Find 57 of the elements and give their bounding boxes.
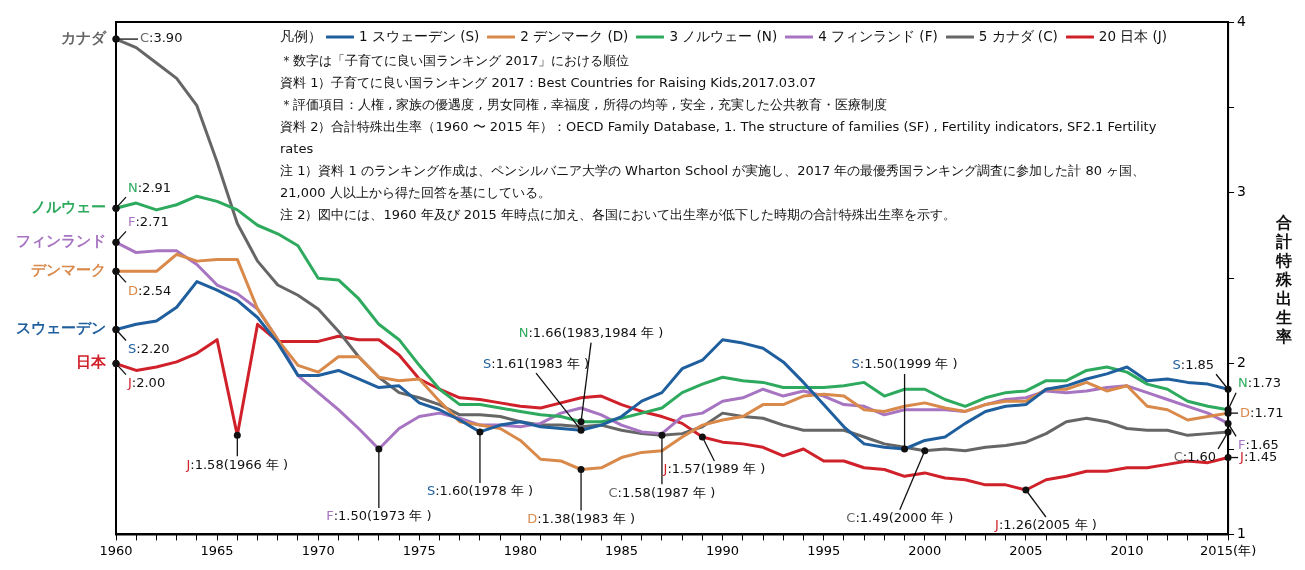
annotation: N:1.66(1983,1984 年 ) [518,325,664,341]
annotation: F:1.50(1973 年 ) [326,508,432,524]
annotation: 資料 2）合計特殊出生率（1960 〜 2015 年）：OECD Family Database, 1. The structure of families (SF) , Fertility indicators, SF2.1 Fertility rates [280,118,1158,158]
legend-label: 1 スウェーデン (S) [359,28,480,46]
annotation: ＊評価項目：人権 , 家族の優遇度 , 男女同権 , 幸福度 , 所得の均等 , 安全 , 充実した公共教育・医療制度 [280,96,889,114]
annotation: S:1.61(1983 年 ) [483,355,590,371]
y-tick-label: 4 [1237,12,1247,29]
x-tick-label: 1995 [807,542,841,558]
annotation: 日本 [76,353,107,372]
x-tick-label: 2015(年) [1199,542,1257,558]
annotation: S:1.60(1978 年 ) [426,483,533,499]
annotation: F:2.71 [128,213,169,229]
annotation: S:1.50(1999 年 ) [851,356,958,372]
annotation: デンマーク [31,261,106,280]
x-tick-label: 1970 [301,542,335,558]
annotation: N:2.91 [128,179,172,195]
x-tick-label: 1980 [503,542,537,558]
legend-label: 20 日本 (J) [1098,28,1168,46]
annotation: ＊数字は「子育てに良い国ランキング 2017」における順位 [280,52,631,70]
y-tick-label: 2 [1237,354,1247,371]
legend-label: 4 フィンランド (F) [818,28,938,46]
x-tick-label: 2010 [1110,542,1144,558]
annotation: スウェーデン [16,319,106,338]
annotation: D:2.54 [128,282,172,298]
x-tick-label: 1990 [706,542,740,558]
annotation: 資料 1）子育てに良い国ランキング 2017：Best Countries for Raising Kids,2017.03.07 [280,74,818,92]
x-tick-label: 1985 [604,542,639,558]
annotation: C:1.58(1987 年 ) [608,484,716,500]
x-tick-label: 1960 [99,542,133,558]
annotation: ノルウェー [31,198,106,217]
annotation: J:2.00 [127,374,166,390]
annotation: C:1.60 [1173,449,1217,465]
annotation: S:1.85 [1172,356,1215,372]
annotation: C:1.49(2000 年 ) [846,510,954,526]
annotation: 注 2）図中には、1960 年及び 2015 年時点に加え、各国において出生率が低下した時期の合計特殊出生率を示す。 [280,206,957,224]
annotation: S:2.20 [128,340,170,356]
annotation: フィンランド [16,232,106,251]
annotation: D:1.71 [1240,404,1284,420]
annotation: J:1.58(1966 年 ) [185,456,289,472]
annotation: カナダ [61,28,107,47]
annotation: C:3.90 [140,30,183,46]
x-tick-label: 1965 [200,542,234,558]
legend-label: 5 カナダ (C) [978,28,1058,46]
annotation: J:1.26(2005 年 ) [994,517,1097,533]
y-tick-label: 3 [1237,183,1247,200]
legend-label: 3 ノルウェー (N) [669,28,778,46]
legend-title: 凡例） [280,28,322,46]
annotation: 注 1）資料 1 のランキング作成は、ペンシルバニア大学の Wharton School が実施し、2017 年の最優秀国ランキング調査に参加した計 80 ヶ国、21,000 人以上から得た回答を基にしている。 [280,162,1147,202]
legend-label: 2 デンマーク (D) [520,28,629,46]
x-tick-label: 2005 [1009,542,1043,558]
y-tick-label: 1 [1237,525,1247,542]
y-axis-title: 合計特殊出生率 [1275,213,1293,346]
annotation: J:1.57(1989 年 ) [662,461,766,477]
annotation: N:1.73 [1238,375,1282,391]
annotation: D:1.38(1983 年 ) [527,510,635,526]
x-tick-label: 1975 [402,542,436,558]
x-tick-label: 2000 [908,542,942,558]
